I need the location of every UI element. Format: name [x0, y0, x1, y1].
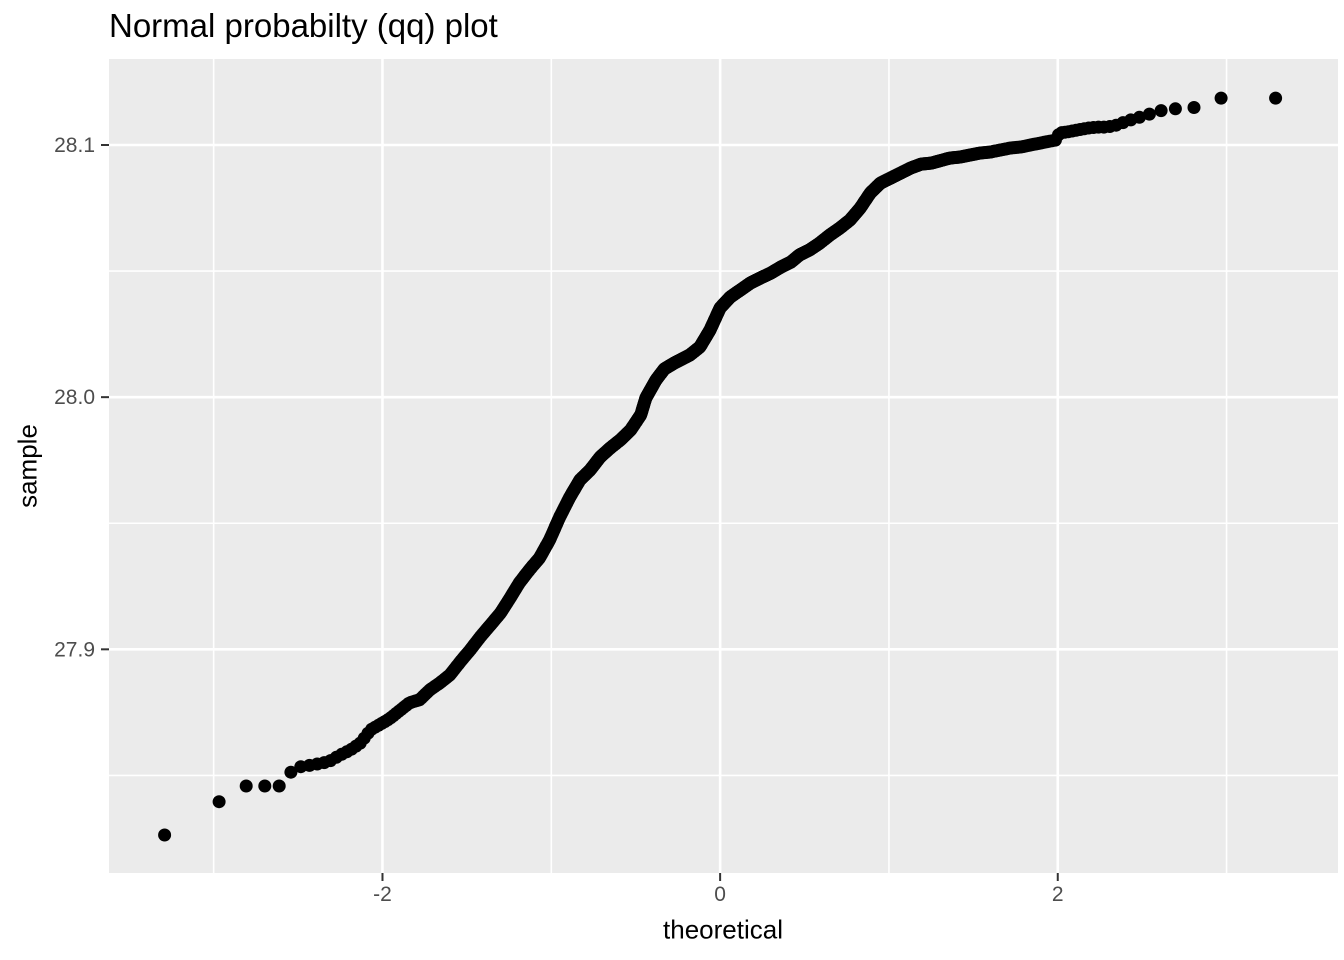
data-point — [1214, 91, 1228, 105]
y-tick-label: 28.1 — [54, 134, 95, 157]
x-tick-label: 0 — [714, 883, 726, 906]
y-tick-labels: 27.9 28.0 28.1 — [54, 134, 95, 661]
data-point — [1132, 110, 1146, 124]
x-axis-title: theoretical — [663, 914, 783, 945]
y-tick-label: 28.0 — [54, 386, 95, 409]
data-point — [1168, 102, 1182, 116]
data-point — [239, 779, 253, 793]
data-point — [158, 828, 172, 842]
x-tick-label: -2 — [373, 883, 392, 906]
major-gridlines — [109, 59, 1338, 873]
points-layer — [158, 91, 1283, 842]
panel-background — [109, 59, 1338, 873]
x-tick-labels: -2 0 2 — [373, 883, 1063, 906]
data-point — [1154, 104, 1168, 118]
data-point — [212, 795, 226, 809]
data-point — [272, 779, 286, 793]
y-axis-title: sample — [12, 424, 43, 508]
data-point — [1269, 91, 1283, 105]
minor-gridlines — [109, 59, 1338, 873]
data-point — [284, 765, 298, 779]
y-tick-label: 27.9 — [54, 638, 95, 661]
data-point — [1142, 107, 1156, 121]
axis-tick-marks — [101, 143, 1059, 881]
x-tick-label: 2 — [1052, 883, 1064, 906]
data-point — [1187, 101, 1201, 114]
plot-title: Normal probabilty (qq) plot — [109, 7, 498, 44]
data-point — [258, 779, 272, 793]
